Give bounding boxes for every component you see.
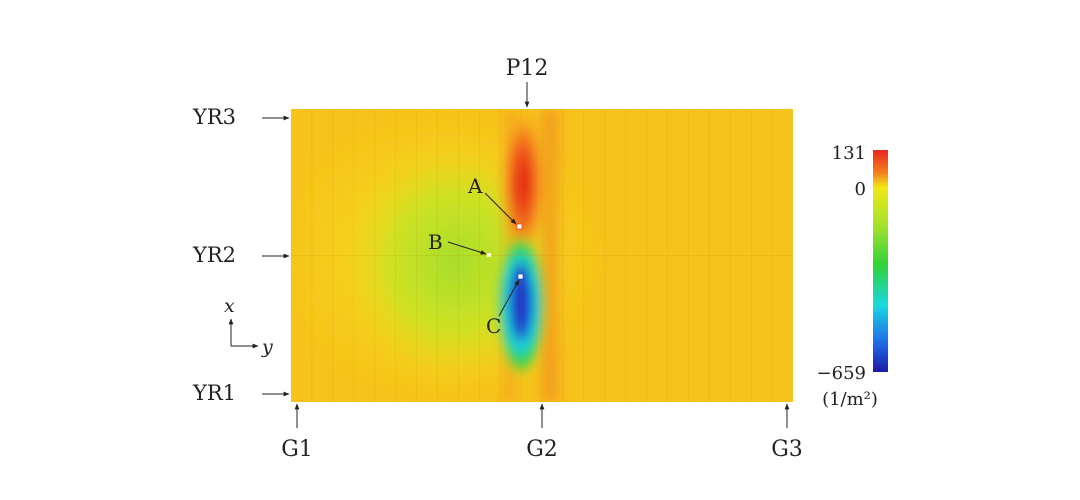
- colorbar-min-label: −659: [817, 363, 866, 384]
- row-label-yr1: YR1: [192, 381, 236, 405]
- annotation-c-leader: [498, 279, 520, 317]
- point-b-marker: [487, 253, 491, 257]
- annotation-c-label: C: [486, 314, 501, 338]
- colorbar-max-label: 131: [832, 143, 866, 164]
- column-label-p12: P12: [506, 56, 549, 81]
- girder-label-g3: G3: [771, 437, 803, 462]
- heatmap-grid: [291, 109, 793, 402]
- annotation-b-label: B: [428, 230, 443, 254]
- colorbar-gradient: [873, 150, 888, 372]
- axis-x-label: x: [224, 295, 235, 317]
- girder-label-g1: G1: [281, 437, 313, 462]
- colorbar-unit-label: (1/m²): [822, 389, 878, 410]
- row-label-yr3: YR3: [192, 105, 236, 129]
- annotation-a-label: A: [467, 174, 483, 198]
- girder-label-g2: G2: [526, 437, 558, 462]
- colorbar-zero-label: 0: [855, 179, 866, 200]
- annotation-b-leader: [447, 241, 487, 255]
- point-a-marker: [516, 223, 523, 230]
- point-c-marker: [517, 273, 524, 280]
- annotation-a-leader: [484, 192, 517, 225]
- heatmap-plot-area: [291, 109, 793, 402]
- colorbar: 131 0 −659 (1/m²): [817, 143, 888, 410]
- row-label-yr2: YR2: [192, 243, 236, 267]
- axis-y-label: y: [261, 336, 273, 358]
- axis-triad: x y: [224, 295, 273, 358]
- heatmap-red-lobe: [499, 109, 547, 255]
